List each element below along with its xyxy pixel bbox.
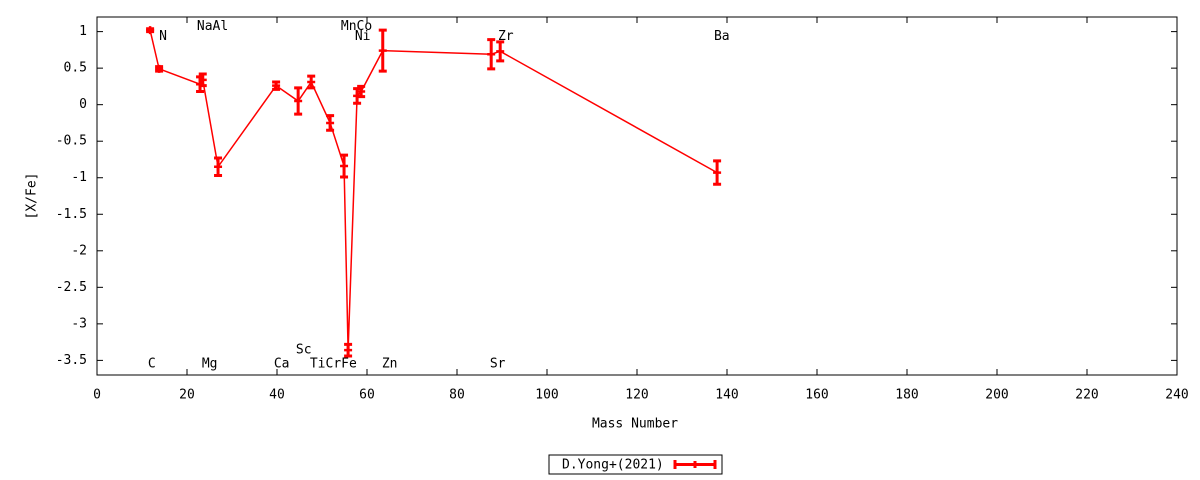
y-tick-label: 0 <box>79 97 87 112</box>
point <box>146 26 155 35</box>
annotation: NaAl <box>197 19 228 34</box>
point <box>307 78 316 87</box>
point <box>378 46 387 55</box>
y-tick-label: -0.5 <box>56 134 87 149</box>
annotation: Ni <box>355 29 371 44</box>
x-tick-label: 240 <box>1165 388 1188 403</box>
point <box>326 118 335 127</box>
y-tick-label: -1 <box>71 170 87 185</box>
x-tick-label: 140 <box>715 388 738 403</box>
annotation: Zn <box>382 357 398 372</box>
annotation: C <box>148 357 156 372</box>
x-tick-label: 0 <box>93 388 101 403</box>
y-tick-label: 0.5 <box>64 61 87 76</box>
y-axis-label: [X/Fe] <box>25 173 40 220</box>
legend-label: D.Yong+(2021) <box>562 458 664 473</box>
annotation: N <box>159 29 167 44</box>
x-tick-label: 20 <box>179 388 195 403</box>
annotation: Ba <box>714 29 730 44</box>
annotation: Sc <box>296 343 312 358</box>
plot-frame <box>96 16 1178 376</box>
y-tick-label: -2.5 <box>56 280 87 295</box>
y-tick-label: 1 <box>79 24 87 39</box>
point <box>272 81 281 90</box>
annotation: TiCrFe <box>310 357 357 372</box>
point <box>198 75 207 84</box>
x-axis-label: Mass Number <box>592 417 678 432</box>
x-tick-label: 80 <box>449 388 465 403</box>
annotation: Sr <box>490 357 506 372</box>
annotation: Zr <box>498 29 514 44</box>
x-tick-label: 160 <box>805 388 828 403</box>
point <box>155 64 164 73</box>
x-tick-label: 40 <box>269 388 285 403</box>
legend-swatch <box>673 460 717 469</box>
point <box>713 168 722 177</box>
point <box>340 162 349 171</box>
x-tick-label: 180 <box>895 388 918 403</box>
series-line <box>149 29 718 351</box>
annotation: Ca <box>274 357 290 372</box>
legend-box <box>548 454 723 475</box>
y-tick-label: -2 <box>71 243 87 258</box>
point <box>214 162 223 171</box>
point <box>357 87 366 96</box>
x-tick-label: 120 <box>625 388 648 403</box>
x-tick-label: 100 <box>535 388 558 403</box>
x-tick-label: 220 <box>1075 388 1098 403</box>
point <box>344 346 353 355</box>
point <box>294 97 303 106</box>
y-tick-label: -3.5 <box>56 353 87 368</box>
point <box>496 47 505 56</box>
y-tick-label: -1.5 <box>56 207 87 222</box>
x-tick-label: 60 <box>359 388 375 403</box>
annotation: MnCo <box>341 19 372 34</box>
annotation: Mg <box>202 357 218 372</box>
x-tick-label: 200 <box>985 388 1008 403</box>
y-tick-label: -3 <box>71 316 87 331</box>
point <box>487 50 496 59</box>
